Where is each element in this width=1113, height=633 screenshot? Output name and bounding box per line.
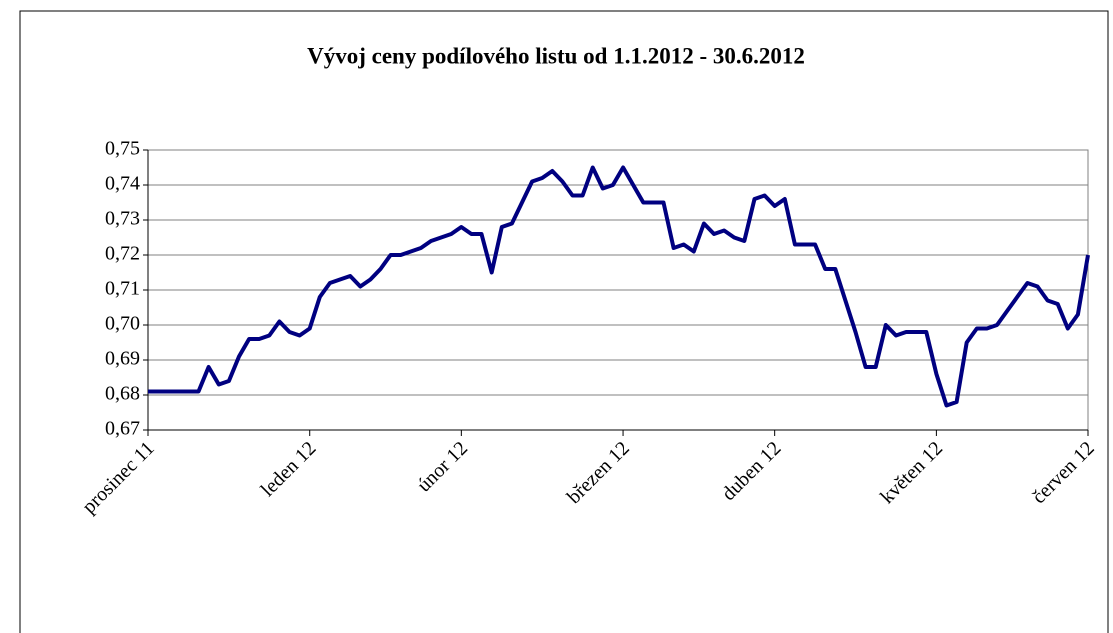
y-tick-label: 0,73 [105,208,140,230]
y-tick-label: 0,74 [105,173,140,195]
y-tick-label: 0,72 [105,243,140,265]
data-line [148,165,1090,408]
chart-title: Vývoj ceny podílového listu od 1.1.2012 … [307,43,805,68]
y-tick-label: 0,71 [105,278,140,300]
y-tick-label: 0,75 [105,138,140,160]
y-tick-label: 0,69 [105,348,140,370]
y-tick-label: 0,68 [105,383,140,405]
y-tick-label: 0,70 [105,313,140,335]
y-tick-label: 0,67 [105,418,140,440]
